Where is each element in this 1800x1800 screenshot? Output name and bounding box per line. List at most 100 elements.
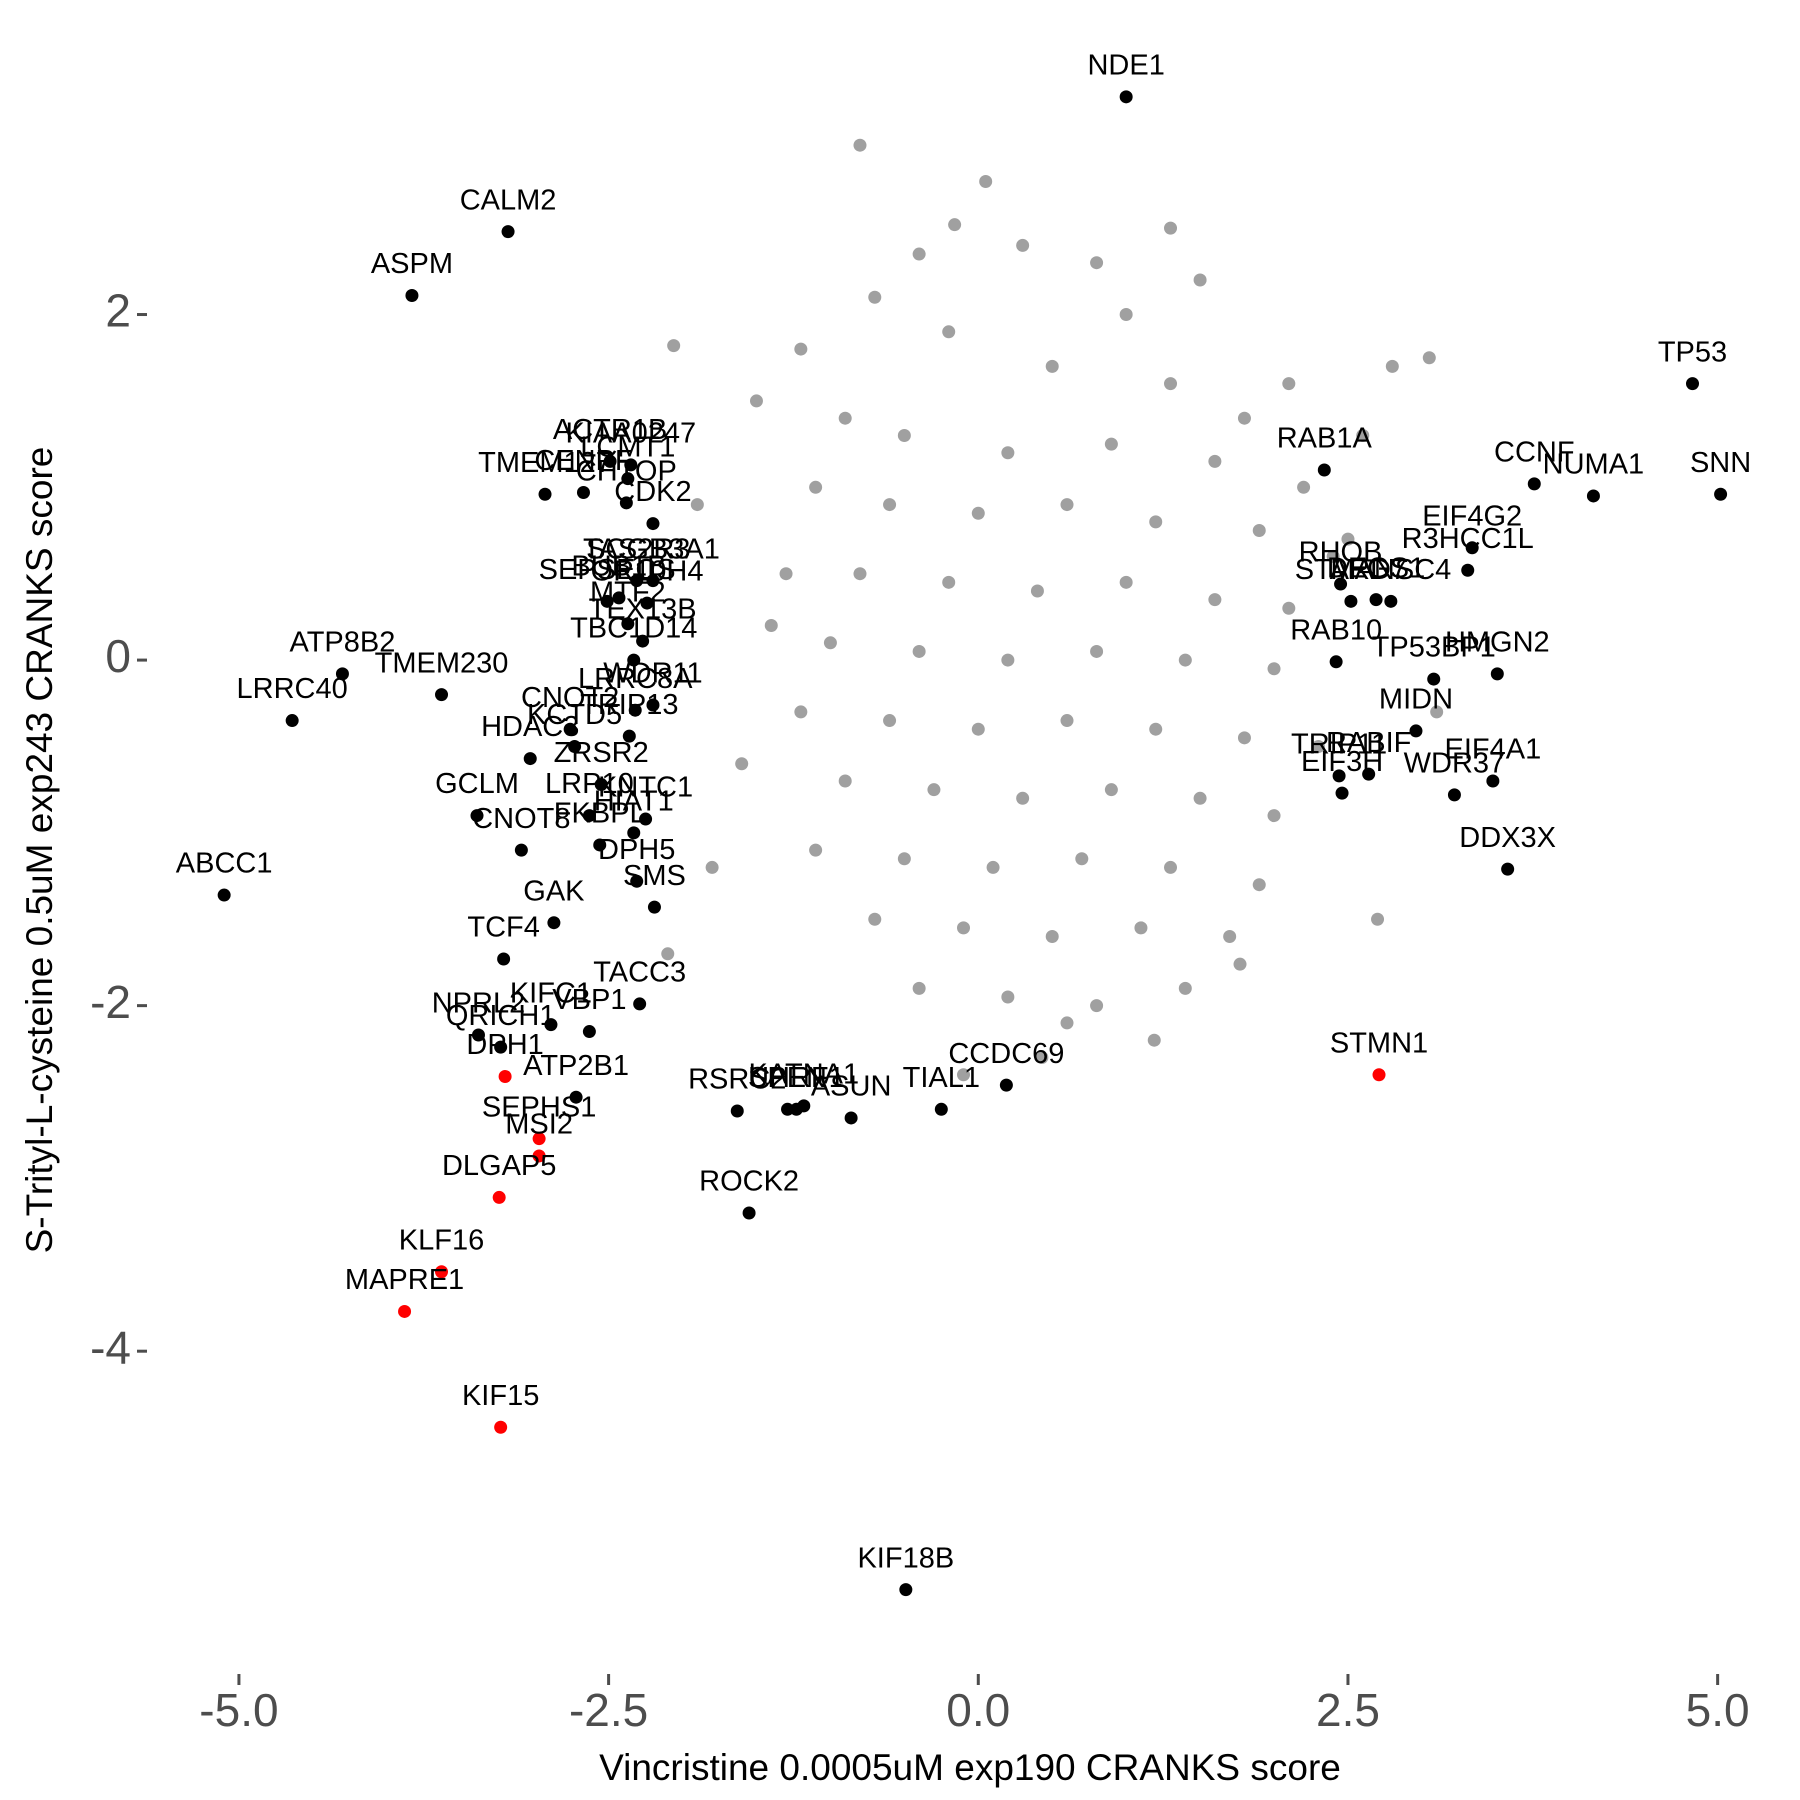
- point: [630, 874, 644, 888]
- point: [764, 619, 778, 633]
- point-label: NPRL2: [432, 988, 526, 1020]
- point-label: FKBPL: [554, 798, 646, 830]
- point-label: NUMA1: [1543, 449, 1645, 481]
- point: [899, 1583, 913, 1597]
- point-label: SMS: [623, 860, 686, 892]
- point: [1001, 653, 1015, 667]
- point-label: EIF3H: [1301, 746, 1383, 778]
- point-label: ROCK2: [699, 1166, 799, 1198]
- point: [868, 290, 882, 304]
- point-label: KIAA0247: [565, 418, 696, 450]
- point: [897, 852, 911, 866]
- point: [594, 777, 608, 791]
- point-label: TMEM127: [478, 447, 612, 479]
- point: [853, 567, 867, 581]
- point: [1430, 705, 1444, 719]
- point-label: OR10H4: [591, 556, 704, 588]
- point: [621, 617, 635, 631]
- point: [912, 247, 926, 261]
- point: [547, 916, 561, 930]
- point: [1016, 238, 1030, 252]
- point: [690, 498, 704, 512]
- point: [1233, 957, 1247, 971]
- point: [492, 1190, 506, 1204]
- point-label: ACTR1B: [553, 414, 667, 446]
- point: [927, 783, 941, 797]
- point: [853, 138, 867, 152]
- point: [730, 1104, 744, 1118]
- point-label: CCDC69: [948, 1038, 1064, 1070]
- point: [781, 1102, 795, 1116]
- point: [405, 289, 419, 303]
- point-label: LCMT1: [580, 431, 675, 463]
- point-label: WDR37: [1404, 748, 1506, 780]
- point: [633, 997, 647, 1011]
- x-tick-label: 5.0: [1686, 1684, 1750, 1736]
- point-label: CNOT2: [521, 682, 619, 714]
- point: [779, 567, 793, 581]
- point: [942, 575, 956, 589]
- point: [523, 752, 537, 766]
- point-label: TP53: [1658, 336, 1727, 368]
- point: [1385, 359, 1399, 373]
- point: [1208, 593, 1222, 607]
- point: [624, 458, 638, 472]
- point-label: MTF2: [590, 576, 666, 608]
- y-tick-label: 0: [105, 630, 131, 682]
- point: [471, 1028, 485, 1042]
- point: [794, 342, 808, 356]
- point: [1119, 90, 1133, 104]
- point: [1075, 852, 1089, 866]
- point: [593, 838, 607, 852]
- point: [1252, 524, 1266, 537]
- point-label: MAPRE1: [345, 1264, 464, 1296]
- point: [705, 860, 719, 874]
- point: [582, 1025, 596, 1039]
- point: [1267, 662, 1281, 676]
- y-tick-label: 2: [105, 285, 131, 337]
- point: [742, 1206, 756, 1220]
- point: [628, 703, 642, 717]
- point: [494, 1040, 508, 1054]
- point: [1030, 584, 1044, 598]
- point: [532, 1132, 546, 1146]
- point-label: SEPSECS: [539, 554, 676, 586]
- point: [1371, 912, 1385, 926]
- point: [948, 218, 962, 232]
- point: [844, 1111, 858, 1125]
- y-tick-label: -4: [90, 1321, 131, 1373]
- y-tick-label: -2: [90, 976, 131, 1028]
- point-label: NDE1: [1087, 49, 1164, 81]
- point-label: KLF16: [399, 1224, 484, 1256]
- point-label: EIF4G2: [1422, 500, 1522, 532]
- point: [809, 843, 823, 857]
- point: [435, 1265, 449, 1279]
- point: [647, 900, 661, 914]
- point-label: LRRC40: [237, 673, 348, 705]
- point: [1282, 601, 1296, 615]
- point-label: RHOB: [1299, 537, 1383, 569]
- point: [1193, 791, 1207, 805]
- point: [1465, 541, 1479, 555]
- point-label: TAS2R3: [583, 533, 690, 565]
- point: [1335, 786, 1349, 800]
- point: [568, 739, 582, 753]
- point-label: RAB10: [1290, 614, 1382, 646]
- point: [1193, 273, 1207, 287]
- point: [470, 809, 484, 823]
- point: [538, 487, 552, 501]
- point-label: ASUN: [811, 1071, 892, 1103]
- point: [1332, 769, 1346, 783]
- point: [809, 480, 823, 494]
- point-label: VBP1: [552, 984, 626, 1016]
- point-label: TMEM230: [375, 647, 509, 679]
- point-label: CNOT8: [472, 803, 570, 835]
- point: [576, 485, 590, 499]
- point-label: CALM2: [460, 184, 557, 216]
- point: [1344, 594, 1358, 608]
- point: [646, 517, 660, 531]
- point: [1372, 1068, 1386, 1082]
- point-label: TRIP11: [1291, 729, 1387, 761]
- point: [942, 325, 956, 339]
- point-label: GCLM: [435, 768, 519, 800]
